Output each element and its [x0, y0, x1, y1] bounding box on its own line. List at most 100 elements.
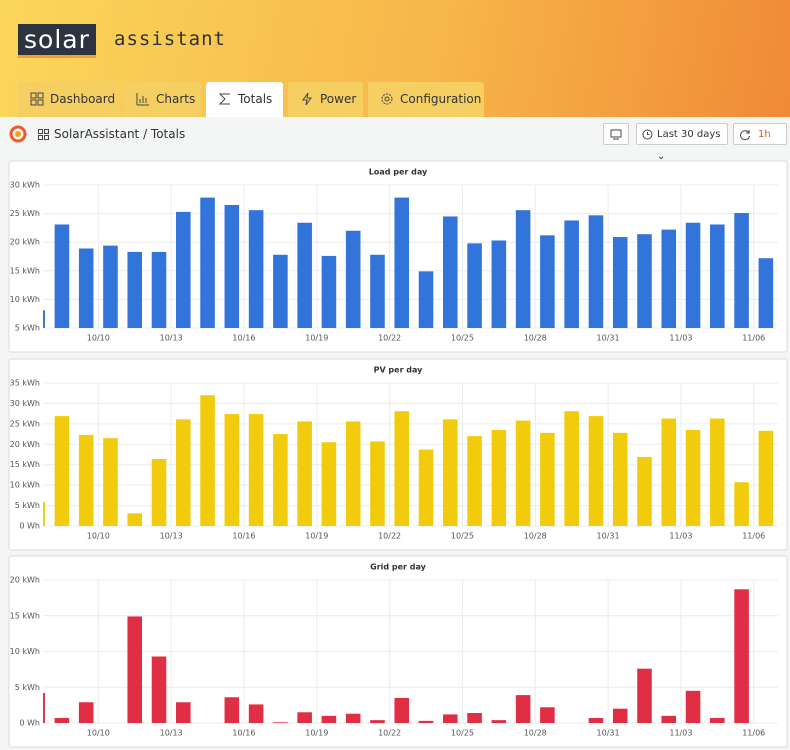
- bar: [297, 421, 312, 526]
- tab[interactable]: Dashboard: [18, 82, 119, 117]
- y-tick-label: 15 kWh: [10, 460, 40, 469]
- bar: [370, 441, 385, 526]
- bars: [43, 395, 774, 526]
- x-tick-label: 11/03: [669, 334, 692, 343]
- bar: [443, 714, 458, 723]
- bar: [200, 395, 215, 526]
- bar: [685, 429, 701, 526]
- bar: [248, 704, 264, 723]
- bar: [588, 416, 604, 526]
- bar: [443, 216, 458, 328]
- bar: [588, 717, 604, 723]
- charts: Load per day 5 kWh 10 kWh 15 kWh 20 kWh 25 kW…: [8, 160, 788, 748]
- y-tick-label: 25 kWh: [10, 209, 40, 218]
- bar: [151, 656, 167, 723]
- x-tick-label: 11/03: [669, 729, 692, 738]
- bar: [758, 258, 774, 328]
- bar: [273, 434, 288, 526]
- bar: [54, 717, 70, 723]
- bar: [78, 248, 94, 328]
- bar: [418, 271, 434, 328]
- y-tick-label: 15 kWh: [10, 266, 40, 275]
- chart-title: Grid per day: [370, 563, 427, 572]
- tab[interactable]: Totals: [206, 82, 283, 117]
- x-tick-label: 10/13: [160, 729, 183, 738]
- bar: [43, 310, 45, 328]
- x-tick-label: 10/31: [597, 729, 620, 738]
- dashboard-icon: [38, 129, 49, 140]
- bar: [685, 690, 701, 723]
- refresh-interval: 1h: [758, 129, 771, 140]
- bar: [370, 254, 385, 328]
- x-tick-label: 11/06: [742, 532, 765, 541]
- logo[interactable]: solar: [18, 24, 96, 58]
- x-tick-label: 10/22: [378, 532, 401, 541]
- bar: [127, 251, 143, 328]
- x-tick-label: 10/10: [87, 334, 110, 343]
- y-tick-label: 15 kWh: [10, 611, 40, 620]
- bar: [224, 414, 240, 526]
- x-tick-label: 10/19: [305, 334, 328, 343]
- x-tick-label: 10/19: [305, 532, 328, 541]
- tab[interactable]: Power: [288, 82, 363, 117]
- bar: [491, 429, 507, 526]
- bar: [612, 432, 628, 526]
- bar: [515, 695, 531, 723]
- time-range: Last 30 days: [657, 129, 721, 140]
- bar: [734, 482, 749, 526]
- bar: [321, 442, 337, 526]
- breadcrumb[interactable]: SolarAssistant / Totals: [54, 127, 186, 141]
- bar: [394, 197, 410, 328]
- bar: [637, 234, 652, 328]
- x-tick-label: 10/16: [232, 532, 255, 541]
- y-tick-label: 30 kWh: [10, 181, 40, 190]
- x-tick-label: 11/06: [742, 729, 765, 738]
- bar: [710, 224, 725, 328]
- tab[interactable]: Configuration: [368, 82, 484, 117]
- bar: [345, 421, 361, 526]
- bar: [467, 712, 482, 723]
- bar: [467, 243, 482, 328]
- bar: [345, 713, 361, 723]
- bar: [394, 411, 410, 526]
- bar: [224, 205, 240, 328]
- bar: [78, 702, 94, 723]
- bar: [224, 697, 240, 723]
- tv-button[interactable]: [603, 123, 629, 145]
- bar: [103, 245, 118, 328]
- tab[interactable]: Charts: [124, 82, 201, 117]
- x-tick-label: 10/25: [451, 729, 474, 738]
- x-tick-label: 10/25: [451, 532, 474, 541]
- bar: [685, 222, 701, 328]
- x-tick-label: 11/06: [742, 334, 765, 343]
- bar: [43, 692, 45, 723]
- bar: [734, 213, 749, 328]
- tab-label: Configuration: [400, 92, 482, 106]
- bar: [467, 436, 482, 526]
- bar: [321, 715, 337, 723]
- bar: [297, 222, 312, 328]
- y-tick-label: 25 kWh: [10, 419, 40, 428]
- x-tick-label: 10/16: [232, 334, 255, 343]
- time-picker[interactable]: Last 30 days ⌄: [636, 123, 728, 162]
- bar: [297, 712, 312, 723]
- bar: [540, 432, 555, 526]
- tab-label: Charts: [156, 92, 196, 106]
- y-tick-label: 5 kWh: [15, 683, 40, 692]
- y-tick-label: 0 Wh: [19, 719, 40, 728]
- bar: [540, 235, 555, 328]
- x-tick-label: 10/28: [524, 334, 547, 343]
- x-tick-label: 10/13: [160, 532, 183, 541]
- bar: [127, 513, 143, 526]
- bar: [661, 715, 677, 723]
- refresh-picker[interactable]: 1h: [733, 123, 787, 145]
- bar: [273, 254, 288, 328]
- bar: [54, 224, 70, 328]
- chart-title: PV per day: [374, 366, 424, 375]
- tab-label: Totals: [238, 92, 273, 106]
- bar: [176, 211, 191, 328]
- grafana-icon[interactable]: [8, 124, 28, 144]
- y-tick-label: 10 kWh: [10, 647, 40, 656]
- bar: [43, 501, 45, 526]
